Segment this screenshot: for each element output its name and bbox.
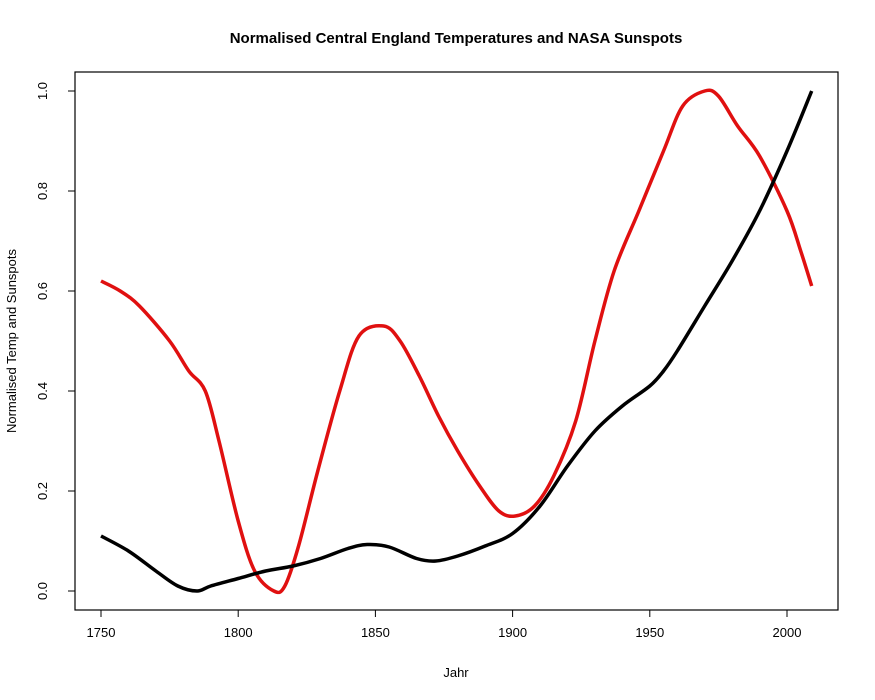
y-axis-label: Normalised Temp and Sunspots: [4, 248, 19, 433]
x-tick-label: 2000: [773, 625, 802, 640]
y-tick-label: 0.4: [35, 382, 50, 400]
series-line-temperature: [100, 90, 814, 593]
plot-frame: [74, 71, 839, 611]
series-lines: [100, 88, 814, 595]
y-tick-label: 0.6: [35, 282, 50, 300]
y-tick-label: 1.0: [35, 82, 50, 100]
y-tick-label: 0.0: [35, 582, 50, 600]
x-tick-label: 1800: [224, 625, 253, 640]
y-axis: 0.0 0.2 0.4 0.6 0.8 1.0: [35, 82, 75, 600]
x-tick-label: 1750: [87, 625, 116, 640]
x-tick-label: 1900: [498, 625, 527, 640]
y-tick-label: 0.8: [35, 182, 50, 200]
chart-title: Normalised Central England Temperatures …: [230, 30, 683, 47]
x-axis: 1750 1800 1850 1900 1950 2000: [87, 609, 802, 640]
y-tick-label: 0.2: [35, 482, 50, 500]
x-tick-label: 1850: [361, 625, 390, 640]
x-tick-label: 1950: [635, 625, 664, 640]
series-line-sunspots: [100, 88, 814, 595]
x-axis-label: Jahr: [443, 665, 469, 680]
